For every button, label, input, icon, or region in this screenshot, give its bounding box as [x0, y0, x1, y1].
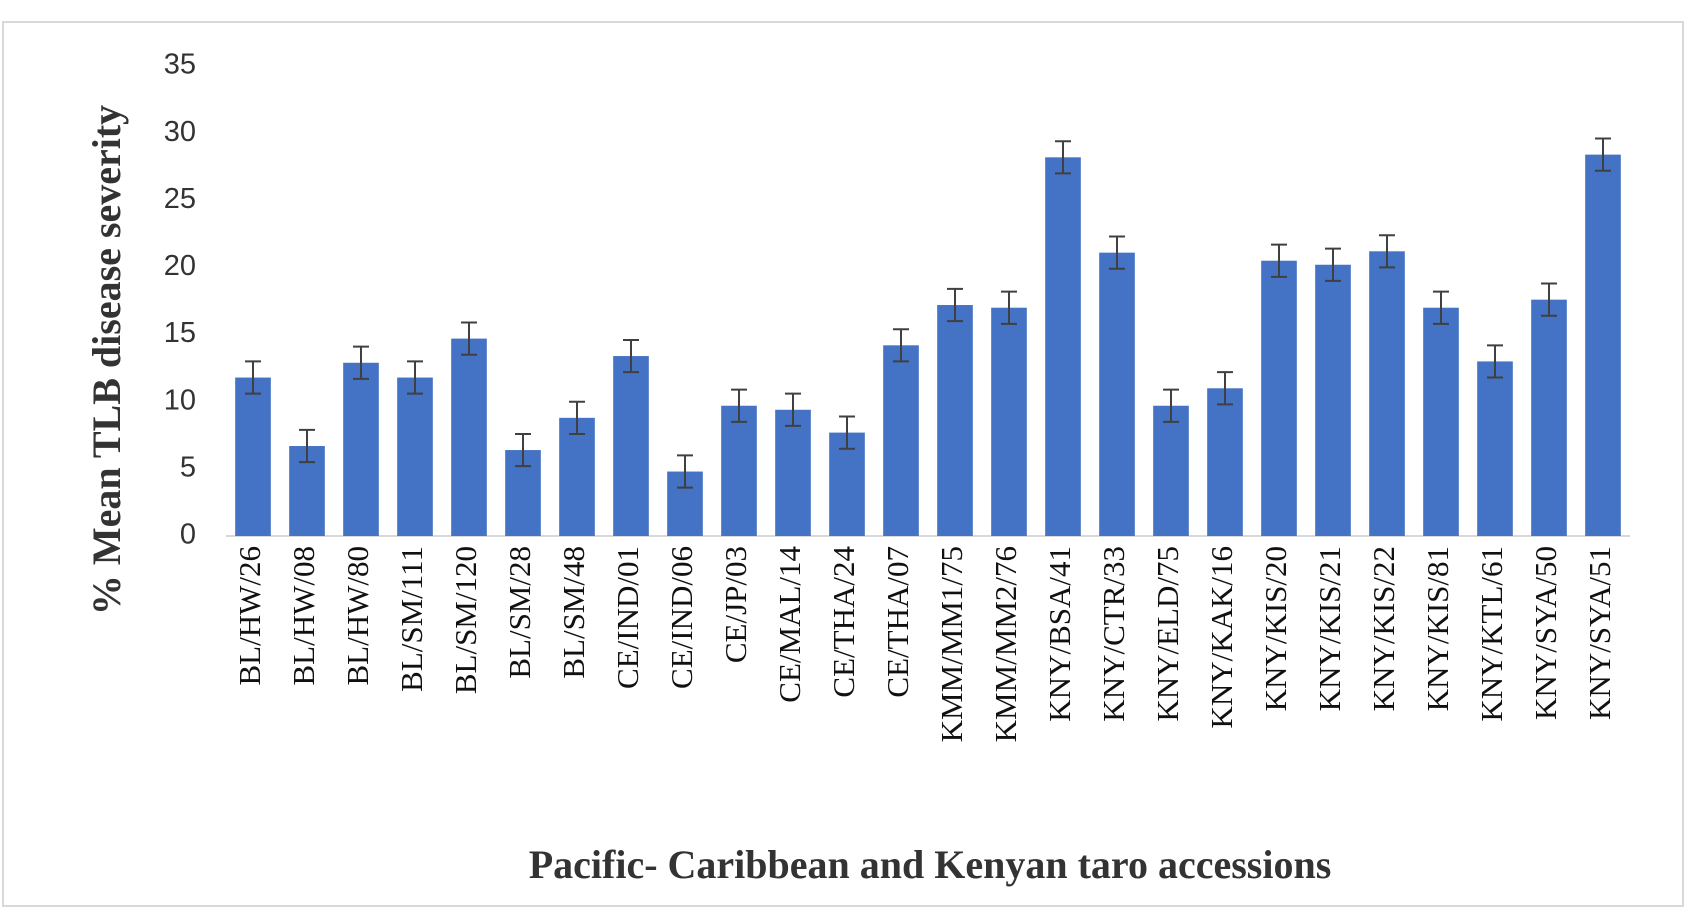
bar — [937, 305, 973, 536]
error-bar — [1487, 344, 1503, 379]
error-bar — [893, 328, 909, 363]
x-tick-label: KNY/KAK/16 — [1204, 546, 1239, 729]
x-tick-label: CE/IND/06 — [664, 546, 699, 689]
bar — [775, 409, 811, 536]
error-bar — [245, 360, 261, 395]
y-tick-label: 10 — [164, 384, 196, 416]
y-tick-label: 30 — [164, 116, 196, 148]
error-bar — [299, 428, 315, 464]
error-bar — [731, 388, 747, 423]
x-tick-label: KNY/KIS/20 — [1258, 546, 1293, 711]
bar — [343, 362, 379, 536]
bar — [829, 432, 865, 536]
bar — [451, 338, 487, 536]
error-bar — [839, 415, 855, 450]
error-bar — [407, 360, 423, 395]
bar — [235, 377, 271, 536]
x-tick-label: BL/HW/80 — [340, 546, 375, 686]
bar — [1207, 388, 1243, 536]
x-tick-label: BL/HW/26 — [232, 546, 267, 686]
error-bar — [515, 432, 531, 468]
x-tick-label: KNY/KIS/21 — [1312, 546, 1347, 711]
bar — [1369, 251, 1405, 537]
x-tick-label: KNY/BSA/41 — [1042, 546, 1077, 722]
error-bar — [1217, 371, 1233, 406]
error-bar — [677, 454, 693, 489]
error-bar — [1433, 290, 1449, 325]
bar — [559, 417, 595, 536]
bar — [397, 377, 433, 536]
error-bar — [1271, 243, 1287, 278]
bar — [1153, 405, 1189, 536]
bar — [1477, 361, 1513, 536]
x-tick-label: CE/THA/07 — [880, 546, 915, 698]
error-bar — [461, 321, 477, 356]
x-tick-label: CE/IND/01 — [610, 546, 645, 689]
x-tick-label: KNY/SYA/51 — [1582, 546, 1617, 720]
x-tick-label: BL/SM/48 — [556, 546, 591, 679]
bar — [1099, 252, 1135, 536]
bar — [883, 345, 919, 536]
bar — [1585, 154, 1621, 536]
error-bar — [1379, 234, 1395, 269]
error-bar — [785, 392, 801, 427]
error-bar — [947, 287, 963, 323]
y-tick-label: 35 — [164, 49, 196, 81]
y-tick-label: 15 — [164, 317, 196, 349]
bar — [1423, 307, 1459, 536]
x-tick-label: BL/SM/120 — [448, 546, 483, 694]
error-bar — [569, 400, 585, 435]
error-bar — [353, 345, 369, 380]
x-tick-label: KNY/ELD/75 — [1150, 546, 1185, 722]
error-bar — [1055, 140, 1071, 175]
x-axis-title: Pacific- Caribbean and Kenyan taro acces… — [529, 842, 1332, 887]
y-tick-label: 25 — [164, 183, 196, 215]
x-tick-label: KNY/KIS/22 — [1366, 546, 1401, 711]
bar — [1315, 264, 1351, 536]
error-bar — [1595, 137, 1611, 172]
y-axis-title: % Mean TLB disease severity — [84, 105, 129, 615]
bar — [613, 356, 649, 536]
x-tick-label: CE/MAL/14 — [772, 546, 807, 703]
y-tick-label: 20 — [164, 250, 196, 282]
x-tick-label: BL/SM/28 — [502, 546, 537, 679]
x-tick-label: BL/SM/111 — [394, 546, 429, 692]
y-tick-label: 0 — [180, 519, 196, 551]
bar — [721, 405, 757, 536]
x-tick-label: BL/HW/08 — [286, 546, 321, 686]
x-tick-label: KNY/KIS/81 — [1420, 546, 1455, 711]
error-bar — [1109, 235, 1125, 270]
bar — [1261, 260, 1297, 536]
x-tick-label: CE/JP/03 — [718, 546, 753, 663]
bar — [1531, 299, 1567, 536]
y-tick-label: 5 — [180, 452, 196, 484]
x-tick-label: KMM/MM1/75 — [934, 546, 969, 742]
error-bar — [1163, 388, 1179, 423]
error-bar — [1325, 247, 1341, 282]
x-tick-label: KNY/KTL/61 — [1474, 546, 1509, 722]
x-tick-label: KNY/SYA/50 — [1528, 546, 1563, 720]
x-tick-label: CE/THA/24 — [826, 546, 861, 698]
error-bar — [1541, 282, 1557, 317]
x-tick-label: KMM/MM2/76 — [988, 546, 1023, 742]
error-bar — [623, 338, 639, 374]
bar — [991, 307, 1027, 536]
error-bar — [1001, 290, 1017, 325]
x-tick-label: KNY/CTR/33 — [1096, 546, 1131, 722]
bar — [1045, 157, 1081, 537]
